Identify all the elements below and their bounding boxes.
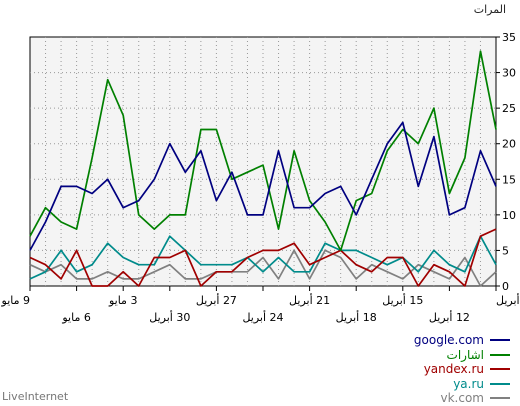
x-tick-label: 18 أبريل — [336, 310, 377, 324]
legend-item: اشارات — [350, 348, 510, 363]
legend-label: اشارات — [446, 347, 484, 362]
legend-item: google.com — [350, 333, 510, 348]
legend-swatch — [490, 382, 510, 385]
legend-label: google.com — [413, 333, 484, 348]
x-tick-label: 12 أبريل — [429, 310, 470, 324]
legend-label: vk.com — [440, 391, 485, 406]
series-line — [29, 50, 497, 252]
legend: google.com اشارات yandex.ru ya.ru vk.com — [350, 333, 510, 406]
y-tick-label: 0 — [502, 280, 509, 293]
y-tick-label: 25 — [502, 102, 516, 115]
legend-label: ya.ru — [453, 376, 484, 391]
x-tick-label: 15 أبريل — [382, 293, 423, 307]
y-tick-label: 20 — [502, 138, 516, 151]
x-axis-ticks: 9 مايو 6 مايو 3 مايو 30 أبريل 27 أبريل 24 أبر… — [1, 286, 520, 324]
legend-item: ya.ru — [350, 377, 510, 392]
y-axis-title: المرات — [473, 3, 506, 16]
legend-swatch — [490, 397, 510, 400]
series-line — [29, 235, 497, 280]
x-tick-label: 9 مايو — [1, 294, 30, 307]
x-tick-label: 3 مايو — [108, 294, 137, 307]
legend-item: yandex.ru — [350, 362, 510, 377]
y-tick-label: 15 — [502, 173, 516, 186]
series-line — [29, 121, 497, 251]
brand-logo-text: LiveInternet — [2, 390, 69, 403]
legend-swatch — [490, 353, 510, 356]
y-tick-label: 35 — [502, 31, 516, 44]
y-tick-label: 5 — [502, 244, 509, 257]
x-tick-label: 27 أبريل — [196, 293, 237, 307]
legend-swatch — [490, 368, 510, 371]
x-tick-label: 21 أبريل — [289, 293, 330, 307]
legend-swatch — [490, 339, 510, 342]
series-line — [29, 249, 497, 287]
y-axis-ticks: 0 5 10 15 20 25 30 35 — [496, 31, 516, 293]
series-lines — [29, 50, 497, 287]
series-line — [29, 228, 497, 287]
y-tick-label: 30 — [502, 67, 516, 80]
legend-item: vk.com — [350, 391, 510, 406]
legend-label: yandex.ru — [423, 362, 484, 377]
x-tick-label: 9 أبريل — [496, 293, 520, 307]
x-tick-label: 24 أبريل — [242, 310, 283, 324]
y-tick-label: 10 — [502, 209, 516, 222]
x-tick-label: 30 أبريل — [149, 310, 190, 324]
x-tick-label: 6 مايو — [61, 311, 90, 324]
